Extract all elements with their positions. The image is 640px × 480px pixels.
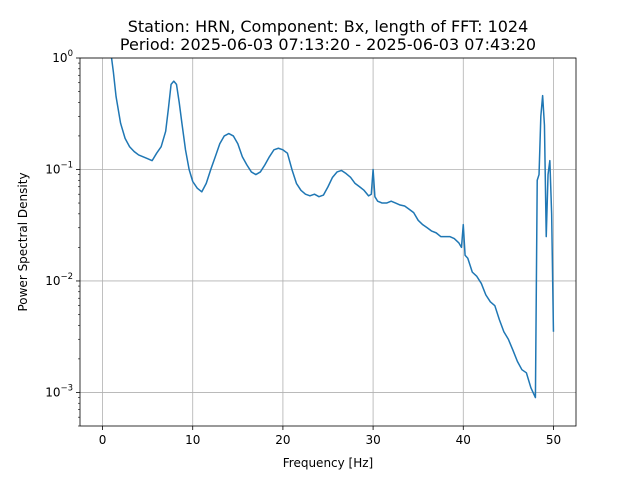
y-tick-label: 10−3 (45, 383, 73, 399)
chart-title: Station: HRN, Component: Bx, length of F… (128, 17, 529, 36)
x-tick-label: 10 (185, 433, 200, 447)
x-axis: 0 10 20 30 40 50 (99, 426, 561, 447)
x-tick-label: 20 (275, 433, 290, 447)
x-axis-label: Frequency [Hz] (283, 456, 374, 470)
y-tick-label: 10−1 (45, 160, 73, 176)
psd-series-line (110, 58, 555, 399)
plot-frame (79, 57, 577, 427)
y-axis: 10−3 10−2 10−1 100 (45, 49, 80, 399)
x-tick-label: 50 (546, 433, 561, 447)
chart-subtitle: Period: 2025-06-03 07:13:20 - 2025-06-03… (120, 35, 536, 54)
x-tick-label: 40 (456, 433, 471, 447)
x-tick-label: 0 (99, 433, 107, 447)
series-layer (110, 58, 555, 399)
grid (80, 57, 576, 426)
y-tick-label: 100 (52, 49, 73, 65)
y-tick-label: 10−2 (45, 272, 73, 288)
x-tick-label: 30 (365, 433, 380, 447)
y-axis-label: Power Spectral Density (16, 172, 30, 311)
